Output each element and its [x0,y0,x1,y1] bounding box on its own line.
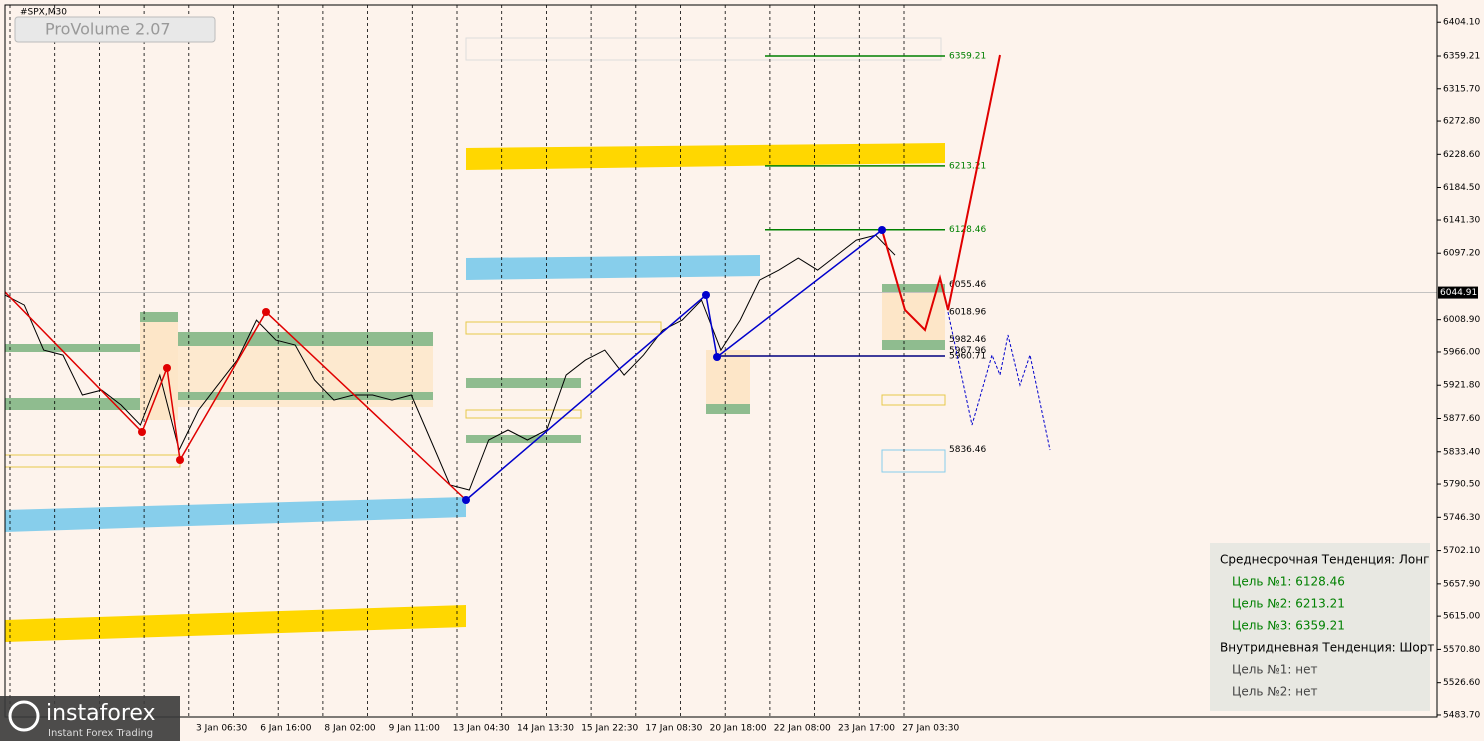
x-tick-label: 3 Jan 06:30 [196,724,248,734]
y-tick-label: 5921.80 [1443,381,1480,391]
projection [947,311,1051,451]
y-tick-label: 5483.70 [1443,710,1480,720]
zone [881,394,946,406]
panel-line: Среднесрочная Тенденция: Лонг [1220,553,1429,567]
y-tick-label: 5657.90 [1443,579,1480,589]
zone [140,312,178,322]
level-label: 6213.21 [949,161,986,171]
session-lines [9,5,905,717]
zone [5,497,466,532]
y-tick-label: 5570.80 [1443,645,1480,655]
level-label: 5960.71 [949,351,986,361]
zone [465,37,942,61]
level-label: 6128.46 [949,225,986,235]
info-panel [1210,543,1430,711]
x-tick-label: 15 Jan 22:30 [581,724,638,734]
zone [178,332,433,346]
zone [465,409,582,419]
pivot [878,226,886,234]
y-tick-label: 5966.00 [1443,347,1480,357]
pivot [163,364,171,372]
zone [706,350,750,412]
current-price-label: 6044.91 [1440,288,1477,298]
pivot [462,496,470,504]
zone [5,398,140,410]
zigzag [465,229,883,501]
y-tick-label: 6184.50 [1443,183,1480,193]
x-tick-label: 14 Jan 13:30 [517,724,574,734]
panel-line: Цель №1: 6128.46 [1232,575,1345,589]
zone [466,143,945,170]
y-tick-label: 5877.60 [1443,414,1480,424]
x-tick-label: 23 Jan 17:00 [838,724,895,734]
zone [466,378,581,388]
level-label: 5836.46 [949,445,986,455]
logo-name: instaforex [46,701,156,726]
panel-line: Цель №2: 6213.21 [1232,597,1345,611]
y-tick-label: 6404.10 [1443,18,1480,28]
pivot [176,456,184,464]
zone [5,605,466,642]
y-tick-label: 5526.60 [1443,678,1480,688]
y-tick-label: 5746.30 [1443,513,1480,523]
level-label: 5967.96 [949,346,986,356]
zone [881,449,946,473]
zone [466,435,581,443]
zone [178,392,433,400]
x-tick-label: 6 Jan 16:00 [260,724,312,734]
logo-icon [8,700,40,732]
indicator-name: ProVolume 2.07 [45,20,171,39]
y-tick-label: 6228.60 [1443,150,1480,160]
zone [466,255,760,280]
y-tick-label: 5833.40 [1443,447,1480,457]
pivot [138,428,146,436]
current-price-box [1438,286,1478,299]
panel-line: Цель №2: нет [1232,685,1317,699]
x-tick-label: 27 Jan 03:30 [902,724,959,734]
plot: 6404.10 6359.21 6315.70 6272.80 6228.60 6184.… [4,18,1480,734]
y-tick-label: 5615.00 [1443,612,1480,622]
zone [706,404,750,414]
y-tick-label: 6097.20 [1443,249,1480,259]
x-tick-label: 17 Jan 08:30 [645,724,702,734]
symbol: #SPX,M30 [20,8,67,18]
panel-line: Внутридневная Тенденция: Шорт [1220,641,1434,655]
zone [882,340,945,350]
x-tick-label: 22 Jan 08:00 [774,724,831,734]
y-tick-label: 6008.90 [1443,315,1480,325]
x-tick-label: 13 Jan 04:30 [453,724,510,734]
pivot [702,291,710,299]
x-tick-label: 8 Jan 02:00 [324,724,376,734]
y-tick-label: 6315.70 [1443,84,1480,94]
y-tick-label: 6359.21 [1443,52,1480,62]
panel-line: Цель №1: нет [1232,663,1317,677]
indicator-badge[interactable] [14,16,216,43]
level-label: 6018.96 [949,308,986,318]
panel-line: Цель №3: 6359.21 [1232,619,1345,633]
pivots [138,226,886,504]
panel-lines: Среднесрочная Тенденция: Лонг Цель №1: 61… [1220,553,1434,699]
zigzag [4,291,467,501]
pivot [713,353,721,361]
y-tick-label: 6141.30 [1443,216,1480,226]
y-tick-label: 6272.80 [1443,117,1480,127]
x-tick-label: 20 Jan 18:00 [710,724,767,734]
zone [5,344,140,352]
plot-frame [4,4,1438,718]
level-label: 6055.46 [949,280,986,290]
y-tick-label: 5790.50 [1443,480,1480,490]
x-tick-label: 9 Jan 11:00 [389,724,441,734]
pivot [262,308,270,316]
zone [882,284,945,292]
projection [881,54,1001,332]
zone [465,321,662,335]
level-label: 5982.46 [949,335,986,345]
logo-tagline: Instant Forex Trading [48,728,153,739]
y-tick-label: 5702.10 [1443,546,1480,556]
level-label: 6359.21 [949,52,986,62]
